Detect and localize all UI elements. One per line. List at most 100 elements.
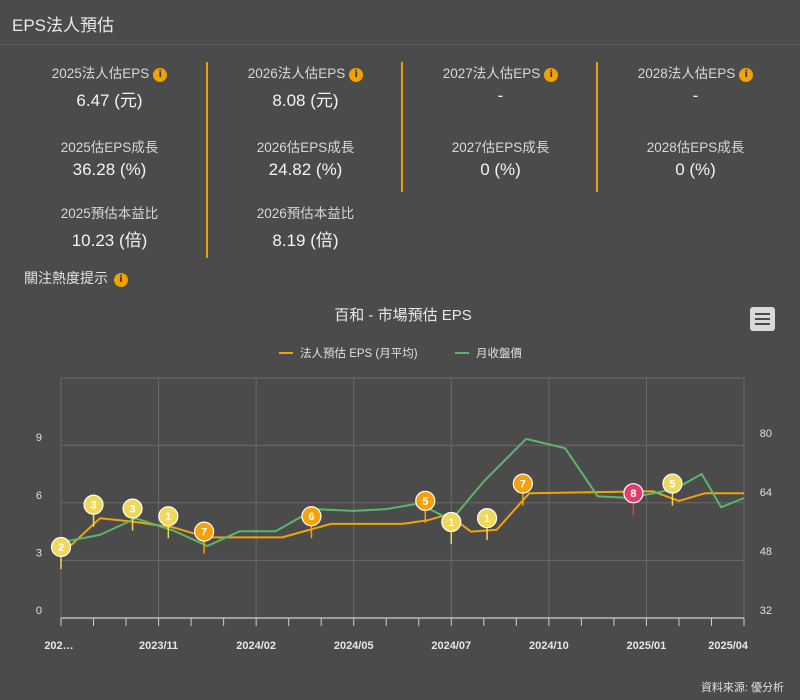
menu-line [755, 313, 770, 315]
marker-bubble [83, 494, 104, 515]
attention-marker[interactable]: 1 [158, 506, 179, 539]
stat-value: 24.82 (%) [268, 160, 343, 179]
stat-label: 2025估EPS成長 [60, 140, 159, 155]
attention-marker[interactable]: 3 [122, 498, 143, 531]
x-tick-label: 2025/01 [627, 640, 667, 652]
header: EPS法人預估 [0, 0, 800, 45]
marker-group: 2 3 3 1 7 6 5 1 1 7 8 5 [50, 473, 683, 569]
stat-label: 2028估EPS成長 [646, 140, 745, 155]
info-icon[interactable]: i [114, 273, 128, 287]
marker-label: 7 [201, 527, 207, 539]
attention-marker[interactable]: 1 [476, 508, 498, 541]
y-left-tick-label: 0 [36, 605, 42, 617]
x-tick-label: 2024/10 [529, 640, 569, 652]
legend-item-price[interactable]: 月收盤價 [455, 346, 522, 360]
stat-eps-2028: 2028法人估EPS i - [598, 62, 793, 106]
stat-label: 2026預估本益比 [256, 206, 355, 221]
stat-value: 36.28 (%) [72, 160, 147, 179]
marker-bubble [415, 490, 436, 511]
stat-label: 2026法人估EPS [247, 66, 346, 81]
attention-marker[interactable]: 5 [662, 473, 683, 506]
marker-label: 3 [129, 504, 135, 516]
marker-label: 7 [520, 479, 526, 491]
attention-marker[interactable]: 2 [50, 536, 72, 569]
stat-growth-2028: 2028估EPS成長 0 (%) [598, 136, 793, 180]
attention-marker[interactable]: 6 [301, 506, 322, 539]
stat-value: 0 (%) [480, 160, 521, 179]
marker-label: 5 [422, 496, 428, 508]
y-left-tick-label: 3 [36, 547, 42, 559]
x-axis: 202… 2023/11 2024/02 2024/05 2024/07 2024/10 2… [44, 617, 749, 652]
column-divider [206, 62, 208, 258]
y-axis-right: 32 48 64 80 [760, 428, 772, 617]
stat-value: 10.23 (倍) [71, 231, 148, 250]
info-icon[interactable]: i [153, 68, 168, 82]
attention-marker[interactable]: 8 [623, 483, 644, 516]
y-left-tick-label: 9 [36, 432, 42, 444]
stat-column-2026: 2026法人估EPS i 8.08 (元) 2026估EPS成長 24.82 (%… [208, 62, 403, 258]
y-right-tick-label: 80 [760, 428, 772, 440]
stat-column-2027: 2027法人估EPS i - 2027估EPS成長 0 (%) [403, 62, 598, 258]
stat-value: 6.47 (元) [76, 91, 143, 110]
stat-column-2028: 2028法人估EPS i - 2028估EPS成長 0 (%) [598, 62, 793, 258]
chart-title: 百和 - 市場預估 EPS [334, 307, 472, 324]
attention-marker[interactable]: 1 [441, 511, 462, 545]
y-right-tick-label: 64 [760, 487, 772, 499]
marker-label: 1 [448, 517, 454, 529]
hint-label: 關注熱度提示 [24, 270, 108, 286]
marker-bubble [476, 508, 498, 529]
stat-label: 2027估EPS成長 [451, 140, 550, 155]
marker-label: 1 [484, 513, 490, 525]
stat-value: 8.08 (元) [272, 91, 339, 110]
y-right-tick-label: 32 [760, 605, 772, 617]
stat-value: 8.19 (倍) [272, 231, 339, 250]
info-icon[interactable]: i [544, 68, 559, 82]
info-icon[interactable]: i [349, 68, 364, 82]
stat-value: 0 (%) [675, 160, 716, 179]
eps-chart: 百和 - 市場預估 EPS 法人預估 EPS (月平均) 月收盤價 0 3 6 9 3… [36, 307, 784, 694]
stat-pe-2025: 2025預估本益比 10.23 (倍) [12, 202, 207, 251]
marker-label: 5 [669, 479, 675, 491]
stat-growth-2027: 2027估EPS成長 0 (%) [403, 136, 598, 180]
marker-bubble [194, 521, 215, 542]
stat-eps-2026: 2026法人估EPS i 8.08 (元) [208, 62, 403, 111]
marker-label: 1 [165, 511, 171, 523]
stat-label: 2026估EPS成長 [256, 140, 355, 155]
stat-growth-2026: 2026估EPS成長 24.82 (%) [208, 136, 403, 180]
stat-pe-2026: 2026預估本益比 8.19 (倍) [208, 202, 403, 251]
marker-bubble [122, 498, 143, 519]
legend-label-price: 月收盤價 [476, 346, 522, 360]
marker-bubble [50, 536, 72, 558]
stat-label: 2028法人估EPS [637, 66, 736, 81]
stat-eps-2027: 2027法人估EPS i - [403, 62, 598, 106]
stat-value: - [692, 86, 699, 105]
x-tick-label: 2024/07 [431, 640, 471, 652]
column-divider [596, 62, 598, 192]
attention-marker[interactable]: 7 [194, 521, 215, 554]
source-note: 資料來源: 優分析 [701, 680, 784, 694]
marker-bubble [301, 506, 322, 527]
column-divider [401, 62, 403, 192]
y-axis-left: 0 3 6 9 [36, 432, 42, 617]
x-tick-label: 2024/05 [334, 640, 374, 652]
menu-icon[interactable] [750, 307, 775, 331]
legend: 法人預估 EPS (月平均) 月收盤價 [279, 346, 522, 360]
marker-bubble [158, 506, 179, 527]
menu-line [755, 318, 770, 320]
x-tick-label: 2025/04 [708, 640, 749, 652]
stat-label: 2027法人估EPS [442, 66, 541, 81]
y-left-tick-label: 6 [36, 490, 42, 502]
attention-marker[interactable]: 7 [512, 473, 533, 506]
stat-value: - [497, 86, 504, 105]
marker-bubble [662, 473, 683, 494]
attention-marker[interactable]: 3 [83, 494, 104, 527]
stat-eps-2025: 2025法人估EPS i 6.47 (元) [12, 62, 207, 111]
page-title: EPS法人預估 [12, 16, 115, 35]
marker-bubble [512, 473, 533, 494]
marker-label: 8 [630, 488, 636, 500]
legend-item-eps[interactable]: 法人預估 EPS (月平均) [279, 346, 418, 360]
x-tick-label: 202… [44, 640, 73, 652]
attention-marker[interactable]: 5 [415, 490, 436, 523]
x-tick-label: 2023/11 [139, 640, 178, 652]
info-icon[interactable]: i [739, 68, 754, 82]
